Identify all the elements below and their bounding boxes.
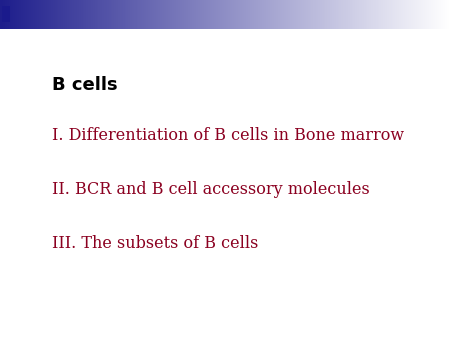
Text: II. BCR and B cell accessory molecules: II. BCR and B cell accessory molecules bbox=[52, 181, 369, 198]
Bar bbox=[2, 6, 10, 22]
Text: I. Differentiation of B cells in Bone marrow: I. Differentiation of B cells in Bone ma… bbox=[52, 127, 404, 144]
Text: B cells: B cells bbox=[52, 75, 117, 94]
Text: III. The subsets of B cells: III. The subsets of B cells bbox=[52, 235, 258, 252]
